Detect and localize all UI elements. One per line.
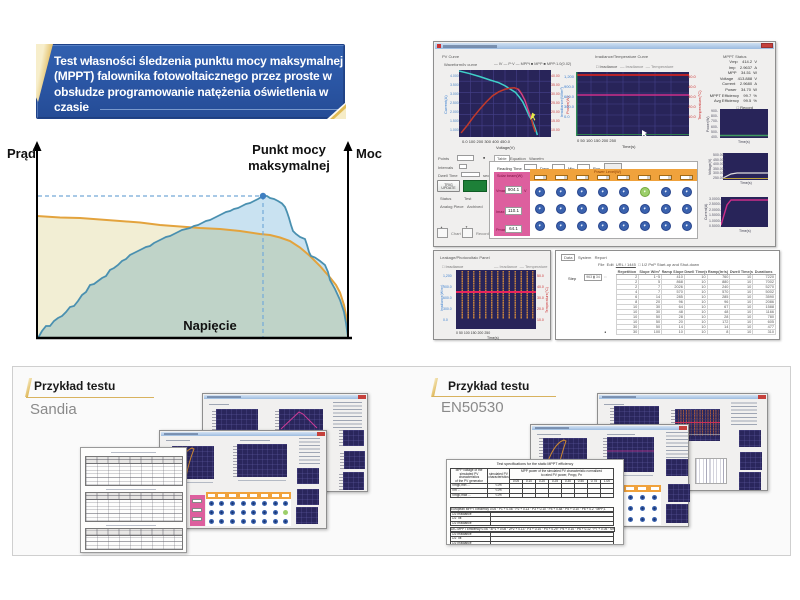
- svg-text:maksymalnej: maksymalnej: [248, 158, 330, 173]
- svg-text:Punkt mocy: Punkt mocy: [252, 142, 326, 157]
- svg-text:Prąd: Prąd: [7, 146, 36, 161]
- svg-text:Napięcie: Napięcie: [183, 318, 236, 333]
- svg-text:Moc: Moc: [356, 146, 382, 161]
